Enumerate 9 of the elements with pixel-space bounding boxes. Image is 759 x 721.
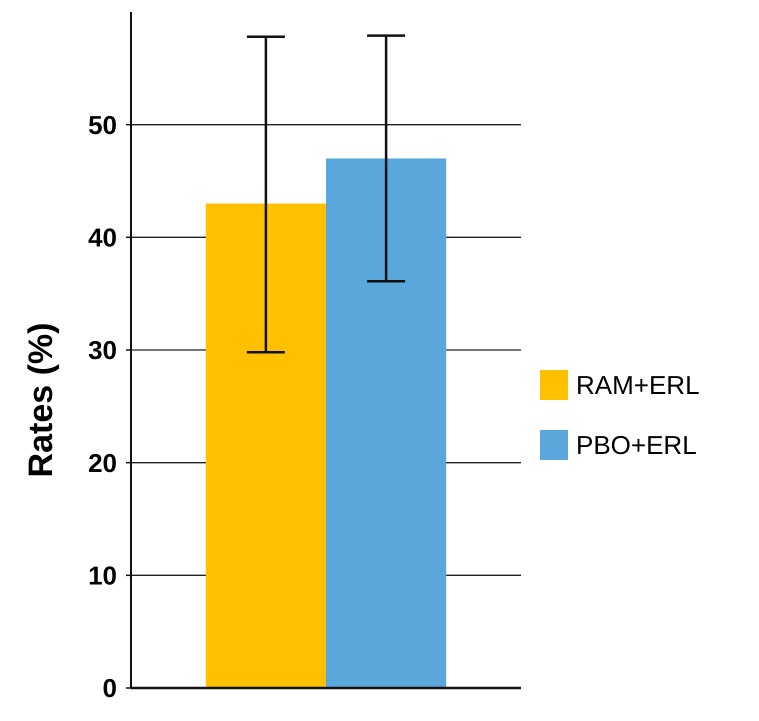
y-tick-label: 0 <box>102 673 117 704</box>
y-tick-label: 10 <box>88 560 117 590</box>
y-tick-label: 40 <box>88 222 117 252</box>
y-tick-label: 50 <box>88 110 117 140</box>
y-axis-title: Rates (%) <box>22 322 60 478</box>
y-tick-label: 20 <box>88 448 117 478</box>
y-tick-label: 30 <box>88 335 117 366</box>
legend-label: RAM+ERL <box>576 370 700 400</box>
legend-label: PBO+ERL <box>576 430 697 460</box>
